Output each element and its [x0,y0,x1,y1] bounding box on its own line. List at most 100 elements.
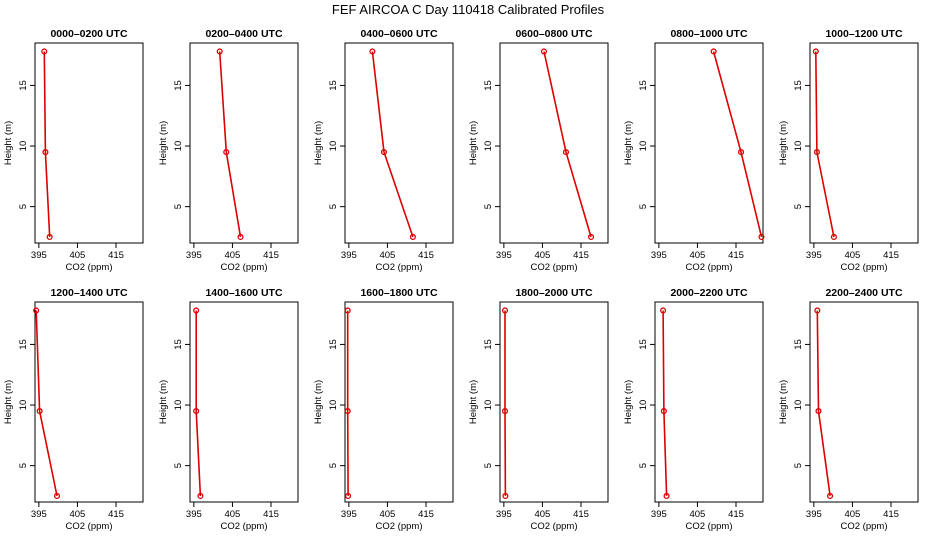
x-tick-label: 405 [844,250,860,261]
x-tick-label: 395 [496,509,512,520]
profile-point [193,307,200,314]
y-tick-label: 5 [638,204,649,209]
profile-line [218,51,242,238]
y-tick-label: 5 [173,204,184,209]
y-tick-label: 5 [328,463,339,468]
x-tick-label: 405 [69,509,85,520]
profile-panel: 1200–1400 UTC 395 405 415 5 10 15 CO2 (ppm) Heig… [3,287,144,532]
x-axis-label: CO2 (ppm) [531,262,578,273]
x-tick-label: 395 [31,509,47,520]
panel-title: 1000–1200 UTC [825,28,902,40]
x-axis-label: CO2 (ppm) [531,521,578,532]
x-axis-label: CO2 (ppm) [221,262,268,273]
x-tick-label: 405 [844,509,860,520]
profile-point [216,48,223,55]
x-tick-label: 395 [496,250,512,261]
panel-title: 0800–1000 UTC [670,28,747,40]
x-tick-label: 405 [379,250,395,261]
y-axis-label: Height (m) [468,121,479,165]
x-tick-label: 405 [224,250,240,261]
profile-point [501,408,509,415]
profile-point [380,149,388,156]
profile-panel: 0600–0800 UTC 395 405 415 5 10 15 CO2 (ppm) Heig… [468,28,609,273]
x-tick-label: 405 [689,509,705,520]
panel-title: 1600–1800 UTC [360,287,437,299]
profile-point [540,48,548,55]
y-tick-label: 10 [638,400,649,411]
x-tick-label: 395 [806,250,822,261]
profile-point [197,492,204,499]
profile-line [662,310,668,496]
profile-panel: 0000–0200 UTC 395 405 415 5 10 15 CO2 (ppm) Heig… [3,28,144,273]
profile-point [42,149,49,156]
profile-panel: 0800–1000 UTC 395 405 415 5 10 15 CO2 (ppm) Heig… [623,28,765,273]
x-tick-label: 395 [186,250,202,261]
profile-line [35,310,58,497]
y-tick-label: 15 [483,339,494,350]
y-tick-label: 10 [173,141,184,152]
profile-point [369,48,376,55]
x-tick-label: 405 [69,250,85,261]
profile-point [46,233,53,240]
y-tick-label: 10 [173,400,184,411]
y-tick-label: 5 [793,204,804,209]
profile-point [223,149,230,156]
profile-point [663,492,670,499]
profile-point [758,233,765,240]
y-tick-label: 15 [638,339,649,350]
panel-title: 1400–1600 UTC [205,287,282,299]
y-tick-label: 15 [18,339,29,350]
y-tick-label: 10 [638,141,649,152]
y-axis-label: Height (m) [313,121,324,165]
plot-frame [344,301,454,503]
x-tick-label: 395 [341,509,357,520]
profile-point [33,307,40,314]
panel-title: 2200–2400 UTC [825,287,902,299]
x-tick-label: 395 [651,509,667,520]
plot-frame [344,42,454,244]
plot-frame [809,301,919,503]
panel-title: 2000–2200 UTC [670,287,747,299]
profile-panel: 1600–1800 UTC 395 405 415 5 10 15 CO2 (ppm) Heig… [313,287,454,532]
x-tick-label: 395 [806,509,822,520]
y-tick-label: 5 [18,204,29,209]
x-axis-label: CO2 (ppm) [841,262,888,273]
x-tick-label: 405 [379,509,395,520]
profile-point [813,149,820,156]
y-tick-label: 10 [328,400,339,411]
y-axis-label: Height (m) [778,121,789,165]
x-tick-label: 405 [224,509,240,520]
x-tick-label: 415 [418,250,434,261]
figure-title: FEF AIRCOA C Day 110418 Calibrated Profi… [332,2,605,17]
y-axis-label: Height (m) [313,380,324,424]
y-axis-label: Height (m) [3,380,14,424]
profile-point [814,307,821,314]
profile-point [344,408,351,415]
y-tick-label: 10 [483,141,494,152]
y-tick-label: 10 [18,400,29,411]
profile-point [737,149,745,156]
profile-panel: 2200–2400 UTC 395 405 415 5 10 15 CO2 (ppm) Heig… [778,287,919,532]
x-tick-label: 405 [689,250,705,261]
profile-point [193,408,200,415]
plot-frame [189,301,299,503]
y-tick-label: 15 [18,80,29,91]
y-tick-label: 15 [483,80,494,91]
panel-title: 0200–0400 UTC [205,28,282,40]
x-tick-label: 415 [883,250,899,261]
x-axis-label: CO2 (ppm) [686,521,733,532]
y-tick-label: 5 [328,204,339,209]
plot-frame [654,42,764,244]
profile-panel: 1800–2000 UTC 395 405 415 5 10 15 CO2 (ppm) Heig… [468,287,609,532]
y-tick-label: 10 [793,141,804,152]
profile-point [53,492,61,499]
plot-frame [499,301,609,503]
x-tick-label: 395 [341,250,357,261]
profile-point [830,233,837,240]
x-tick-label: 395 [651,250,667,261]
panel-title: 1800–2000 UTC [515,287,592,299]
profile-point [710,48,717,55]
x-tick-label: 415 [883,509,899,520]
profile-point [502,492,509,499]
